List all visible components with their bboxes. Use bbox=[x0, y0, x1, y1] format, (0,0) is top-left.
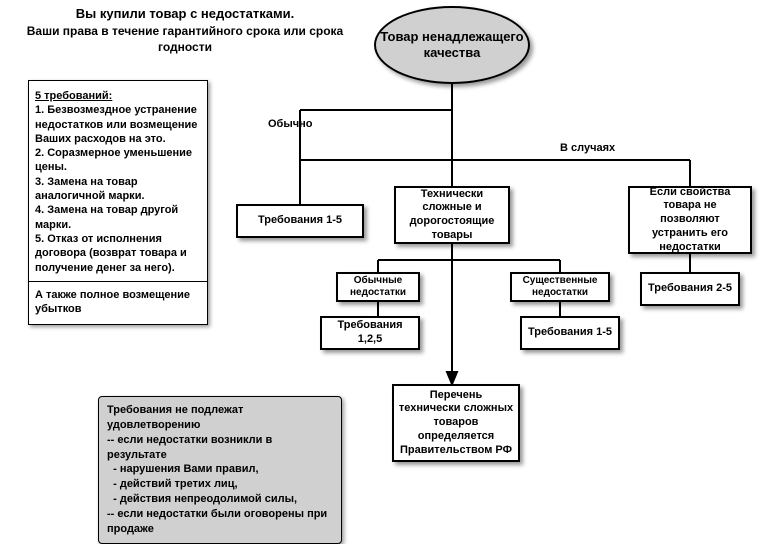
sidebar-header: 5 требований: bbox=[35, 89, 201, 103]
label-in-cases: В случаях bbox=[560, 142, 615, 154]
exceptions-box: Требования не подлежат удовлетворению --… bbox=[98, 396, 342, 544]
node-essential-defects-text: Существенные недостатки bbox=[516, 275, 604, 300]
root-text: Товар ненадлежащего качества bbox=[376, 29, 528, 60]
root-node: Товар ненадлежащего качества bbox=[374, 6, 530, 84]
node-req15: Требования 1-5 bbox=[236, 204, 364, 238]
sidebar-separator bbox=[29, 281, 207, 282]
node-req25: Требования 2-5 bbox=[640, 272, 740, 306]
exceptions-line-2: - нарушения Вами правил, bbox=[107, 462, 333, 477]
sidebar-item-2: 2. Соразмерное уменьшение цены. bbox=[35, 146, 201, 175]
node-properties-text: Если свойства товара не позволяют устран… bbox=[634, 186, 746, 255]
title-sub: Ваши права в течение гарантийного срока … bbox=[20, 24, 350, 55]
node-req15b: Требования 1-5 bbox=[520, 316, 620, 350]
node-req125-text: Требования 1,2,5 bbox=[326, 319, 414, 347]
sidebar-item-5: 5. Отказ от исполнения договора (возврат… bbox=[35, 232, 201, 275]
label-usually: Обычно bbox=[268, 118, 313, 130]
node-properties: Если свойства товара не позволяют устран… bbox=[628, 186, 752, 254]
node-govlist: Перечень технически сложных товаров опре… bbox=[392, 384, 520, 462]
node-req15-text: Требования 1-5 bbox=[258, 214, 342, 228]
node-tech-complex: Технически сложные и дорогостоящие товар… bbox=[394, 186, 510, 244]
sidebar-item-4: 4. Замена на товар другой марки. bbox=[35, 203, 201, 232]
sidebar-item-3: 3. Замена на товар аналогичной марки. bbox=[35, 175, 201, 204]
exceptions-line-3: - действий третих лиц, bbox=[107, 477, 333, 492]
exceptions-title: Требования не подлежат удовлетворению bbox=[107, 403, 333, 433]
node-req25-text: Требования 2-5 bbox=[648, 282, 732, 296]
exceptions-line-1: -- если недостатки возникли в результате bbox=[107, 433, 333, 463]
sidebar-item-1: 1. Безвозмездное устранение недостатков … bbox=[35, 103, 201, 146]
sidebar-requirements: 5 требований: 1. Безвозмездное устранени… bbox=[28, 80, 208, 325]
node-essential-defects: Существенные недостатки bbox=[510, 272, 610, 302]
node-tech-complex-text: Технически сложные и дорогостоящие товар… bbox=[400, 188, 504, 243]
node-req15b-text: Требования 1-5 bbox=[528, 326, 612, 340]
node-govlist-text: Перечень технически сложных товаров опре… bbox=[398, 389, 514, 458]
node-req125: Требования 1,2,5 bbox=[320, 316, 420, 350]
title-main: Вы купили товар с недостатками. bbox=[20, 6, 350, 23]
node-ordinary-defects: Обычные недостатки bbox=[336, 272, 420, 302]
node-ordinary-defects-text: Обычные недостатки bbox=[342, 275, 414, 300]
sidebar-footer: А также полное возмещение убытков bbox=[35, 288, 201, 317]
exceptions-line-5: -- если недостатки были оговорены при пр… bbox=[107, 507, 333, 537]
exceptions-line-4: - действия непреодолимой силы, bbox=[107, 492, 333, 507]
